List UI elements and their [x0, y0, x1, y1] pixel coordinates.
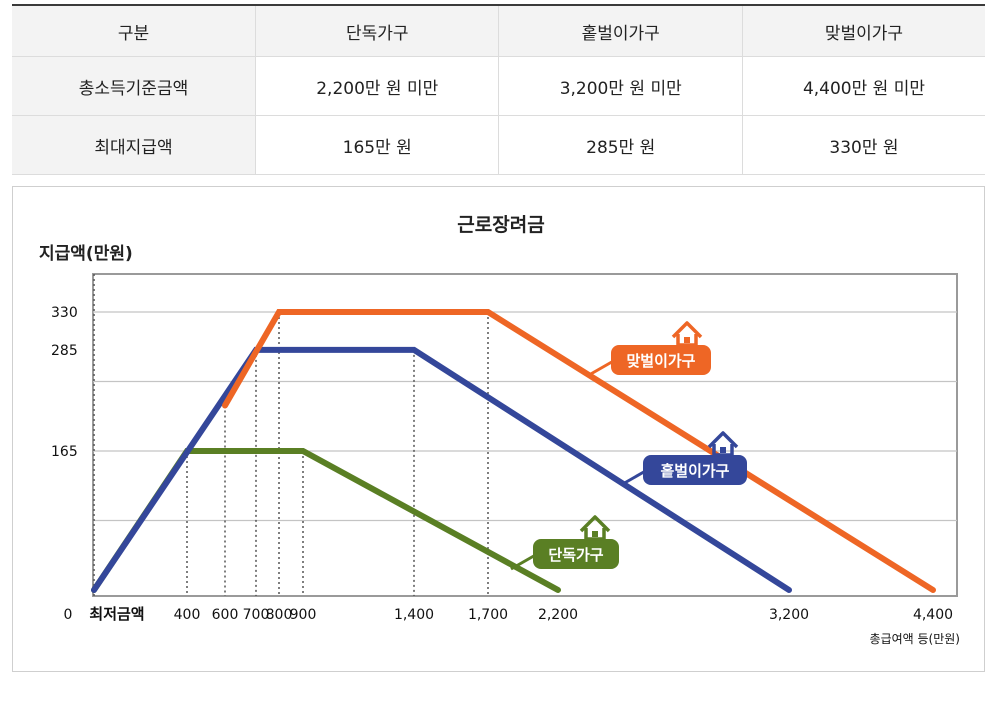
table-row: 총소득기준금액 2,200만 원 미만 3,200만 원 미만 4,400만 원…	[12, 56, 985, 116]
x-tick-label: 1,400	[394, 607, 434, 623]
table-cell: 2,200만 원 미만	[254, 56, 499, 116]
x-tick-label: 2,200	[538, 607, 578, 623]
series-label: 단독가구	[548, 546, 603, 564]
x-tick-label: 400	[174, 607, 201, 623]
table-header-cell: 단독가구	[254, 4, 499, 57]
x-tick-label: 900	[290, 607, 317, 623]
x-tick-label: 600	[212, 607, 239, 623]
table-header-cell: 맞벌이가구	[741, 4, 985, 57]
series-label: 맞벌이가구	[626, 352, 695, 370]
table-cell: 165만 원	[254, 115, 499, 175]
house-icon-window	[720, 447, 726, 453]
x-axis-label: 총급여액 등(만원)	[870, 632, 960, 646]
x-tick-label: 3,200	[769, 607, 809, 623]
house-icon	[579, 515, 611, 541]
house-icon	[671, 321, 703, 347]
x-tick-label: 4,400	[913, 607, 953, 623]
series-line	[222, 309, 936, 593]
y-tick-label: 285	[51, 343, 78, 359]
house-icon	[707, 431, 739, 457]
table-row-label: 최대지급액	[12, 115, 256, 175]
y-tick-label: 165	[51, 444, 78, 460]
series-label-badge	[533, 539, 619, 569]
house-icon-window	[684, 337, 690, 343]
table-cell: 330만 원	[741, 115, 985, 175]
table-row: 최대지급액 165만 원 285만 원 330만 원	[12, 115, 985, 175]
table-cell: 4,400만 원 미만	[741, 56, 985, 116]
series-label-badge	[643, 455, 747, 485]
series-label: 홑벌이가구	[660, 462, 729, 480]
table-cell: 3,200만 원 미만	[498, 56, 743, 116]
x-tick-label: 1,700	[468, 607, 508, 623]
x-tick-label: 700	[243, 607, 270, 623]
table-header-cell: 홑벌이가구	[498, 4, 743, 57]
table-cell: 285만 원	[498, 115, 743, 175]
house-icon-window	[592, 531, 598, 537]
line-chart: 근로장려금 지급액(만원) 총급여액 등(만원) 0 최저금액 165 285 33…	[39, 214, 960, 646]
x-origin-label: 0	[64, 607, 73, 623]
series-label-badge	[611, 345, 711, 375]
chart-title: 근로장려금	[457, 214, 544, 236]
table-header-row: 구분 단독가구 홑벌이가구 맞벌이가구	[12, 4, 985, 57]
series-line	[91, 346, 792, 593]
table-header-cell: 구분	[12, 4, 256, 57]
chart-container: 근로장려금 지급액(만원) 총급여액 등(만원) 0 최저금액 165 285 33…	[12, 186, 985, 672]
y-tick-label: 330	[51, 305, 78, 321]
plot-frame	[92, 273, 958, 597]
y-axis-label: 지급액(만원)	[39, 244, 133, 264]
x-tick-label: 800	[266, 607, 293, 623]
info-table: 구분 단독가구 홑벌이가구 맞벌이가구 총소득기준금액 2,200만 원 미만 …	[12, 4, 985, 175]
x-min-label: 최저금액	[89, 605, 144, 623]
table-row-label: 총소득기준금액	[12, 56, 256, 116]
